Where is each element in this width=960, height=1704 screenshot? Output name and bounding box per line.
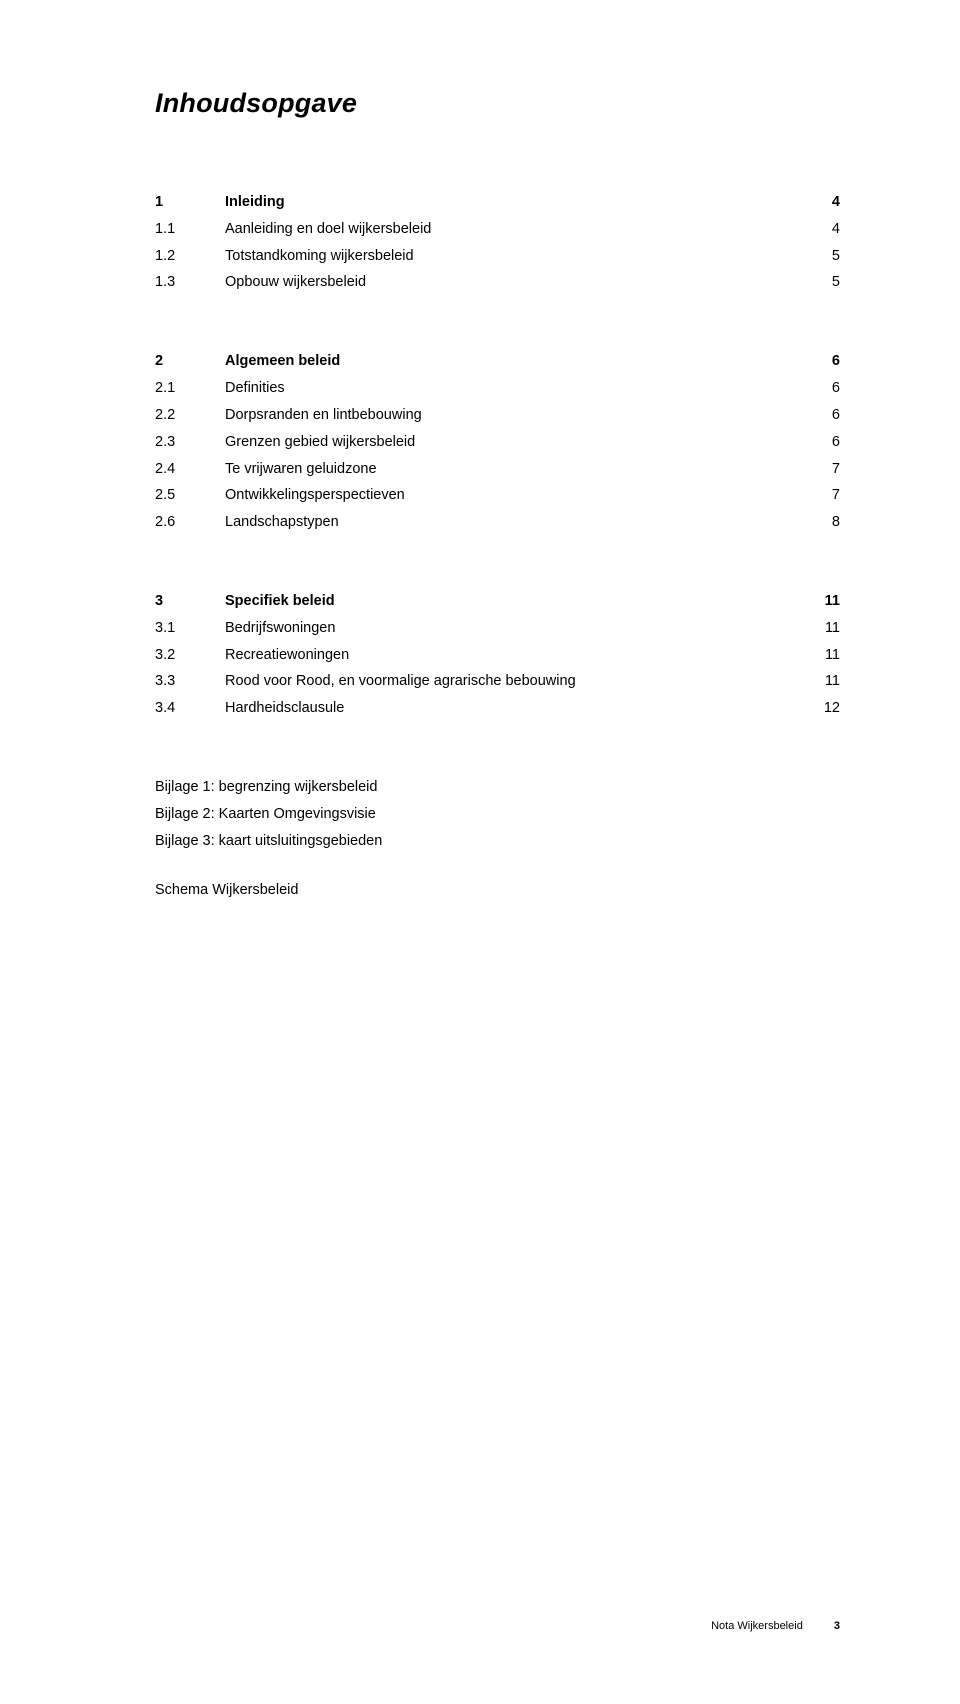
toc-page: 5 (800, 243, 840, 270)
toc-item: 2.1 Definities 6 (155, 375, 840, 402)
toc-num: 1.3 (155, 269, 225, 296)
toc-page: 7 (800, 482, 840, 509)
page-footer: Nota Wijkersbeleid 3 (711, 1620, 840, 1632)
toc-page: 12 (800, 695, 840, 722)
toc-item: 3.1 Bedrijfswoningen 11 (155, 615, 840, 642)
toc-page: 4 (800, 189, 840, 216)
toc-item: 2.5 Ontwikkelingsperspectieven 7 (155, 482, 840, 509)
toc-section: 1 Inleiding 4 1.1 Aanleiding en doel wij… (155, 189, 840, 296)
toc-page: 11 (800, 615, 840, 642)
toc-num: 2.1 (155, 375, 225, 402)
toc-num: 3.1 (155, 615, 225, 642)
toc-num: 2.4 (155, 456, 225, 483)
toc-item: 3.3 Rood voor Rood, en voormalige agrari… (155, 668, 840, 695)
toc-section-head: 1 Inleiding 4 (155, 189, 840, 216)
toc-label: Ontwikkelingsperspectieven (225, 482, 800, 509)
toc-num: 3.3 (155, 668, 225, 695)
toc-num: 1.1 (155, 216, 225, 243)
toc-item: 2.3 Grenzen gebied wijkersbeleid 6 (155, 429, 840, 456)
toc-num: 2.6 (155, 509, 225, 536)
footer-label: Nota Wijkersbeleid (711, 1620, 803, 1632)
appendix-line: Bijlage 1: begrenzing wijkersbeleid (155, 774, 840, 801)
toc-num: 2.2 (155, 402, 225, 429)
toc-label: Dorpsranden en lintbebouwing (225, 402, 800, 429)
toc-section: 2 Algemeen beleid 6 2.1 Definities 6 2.2… (155, 348, 840, 536)
appendix-block: Bijlage 1: begrenzing wijkersbeleid Bijl… (155, 774, 840, 854)
schema-line: Schema Wijkersbeleid (155, 882, 840, 898)
toc-label: Hardheidsclausule (225, 695, 800, 722)
toc-section-head: 3 Specifiek beleid 11 (155, 588, 840, 615)
toc-num: 3.2 (155, 642, 225, 669)
toc-item: 1.1 Aanleiding en doel wijkersbeleid 4 (155, 216, 840, 243)
toc-label: Specifiek beleid (225, 588, 800, 615)
toc-label: Landschapstypen (225, 509, 800, 536)
toc-item: 1.2 Totstandkoming wijkersbeleid 5 (155, 243, 840, 270)
toc-num: 1.2 (155, 243, 225, 270)
toc-section-head: 2 Algemeen beleid 6 (155, 348, 840, 375)
toc-item: 3.4 Hardheidsclausule 12 (155, 695, 840, 722)
toc-page: 5 (800, 269, 840, 296)
toc-label: Totstandkoming wijkersbeleid (225, 243, 800, 270)
toc-num: 2 (155, 348, 225, 375)
toc-item: 2.6 Landschapstypen 8 (155, 509, 840, 536)
page-title: Inhoudsopgave (155, 88, 840, 119)
appendix-line: Bijlage 2: Kaarten Omgevingsvisie (155, 801, 840, 828)
toc-page: 6 (800, 429, 840, 456)
toc-num: 1 (155, 189, 225, 216)
appendix-line: Bijlage 3: kaart uitsluitingsgebieden (155, 828, 840, 855)
toc-page: 7 (800, 456, 840, 483)
toc-label: Aanleiding en doel wijkersbeleid (225, 216, 800, 243)
toc-num: 2.5 (155, 482, 225, 509)
toc-page: 11 (800, 668, 840, 695)
toc-num: 3.4 (155, 695, 225, 722)
page: Inhoudsopgave 1 Inleiding 4 1.1 Aanleidi… (0, 0, 960, 1704)
toc-num: 3 (155, 588, 225, 615)
toc-item: 1.3 Opbouw wijkersbeleid 5 (155, 269, 840, 296)
toc-page: 6 (800, 375, 840, 402)
toc-page: 11 (800, 642, 840, 669)
toc-item: 3.2 Recreatiewoningen 11 (155, 642, 840, 669)
toc-num: 2.3 (155, 429, 225, 456)
toc-label: Opbouw wijkersbeleid (225, 269, 800, 296)
toc-label: Te vrijwaren geluidzone (225, 456, 800, 483)
toc-page: 6 (800, 402, 840, 429)
toc-page: 4 (800, 216, 840, 243)
toc-label: Grenzen gebied wijkersbeleid (225, 429, 800, 456)
toc-item: 2.4 Te vrijwaren geluidzone 7 (155, 456, 840, 483)
toc-label: Algemeen beleid (225, 348, 800, 375)
toc-label: Definities (225, 375, 800, 402)
toc-item: 2.2 Dorpsranden en lintbebouwing 6 (155, 402, 840, 429)
toc-label: Inleiding (225, 189, 800, 216)
toc-section: 3 Specifiek beleid 11 3.1 Bedrijfswoning… (155, 588, 840, 722)
toc-label: Bedrijfswoningen (225, 615, 800, 642)
toc-page: 6 (800, 348, 840, 375)
toc-page: 11 (800, 588, 840, 615)
footer-page: 3 (834, 1620, 840, 1632)
toc-label: Rood voor Rood, en voormalige agrarische… (225, 668, 800, 695)
toc-page: 8 (800, 509, 840, 536)
toc-label: Recreatiewoningen (225, 642, 800, 669)
